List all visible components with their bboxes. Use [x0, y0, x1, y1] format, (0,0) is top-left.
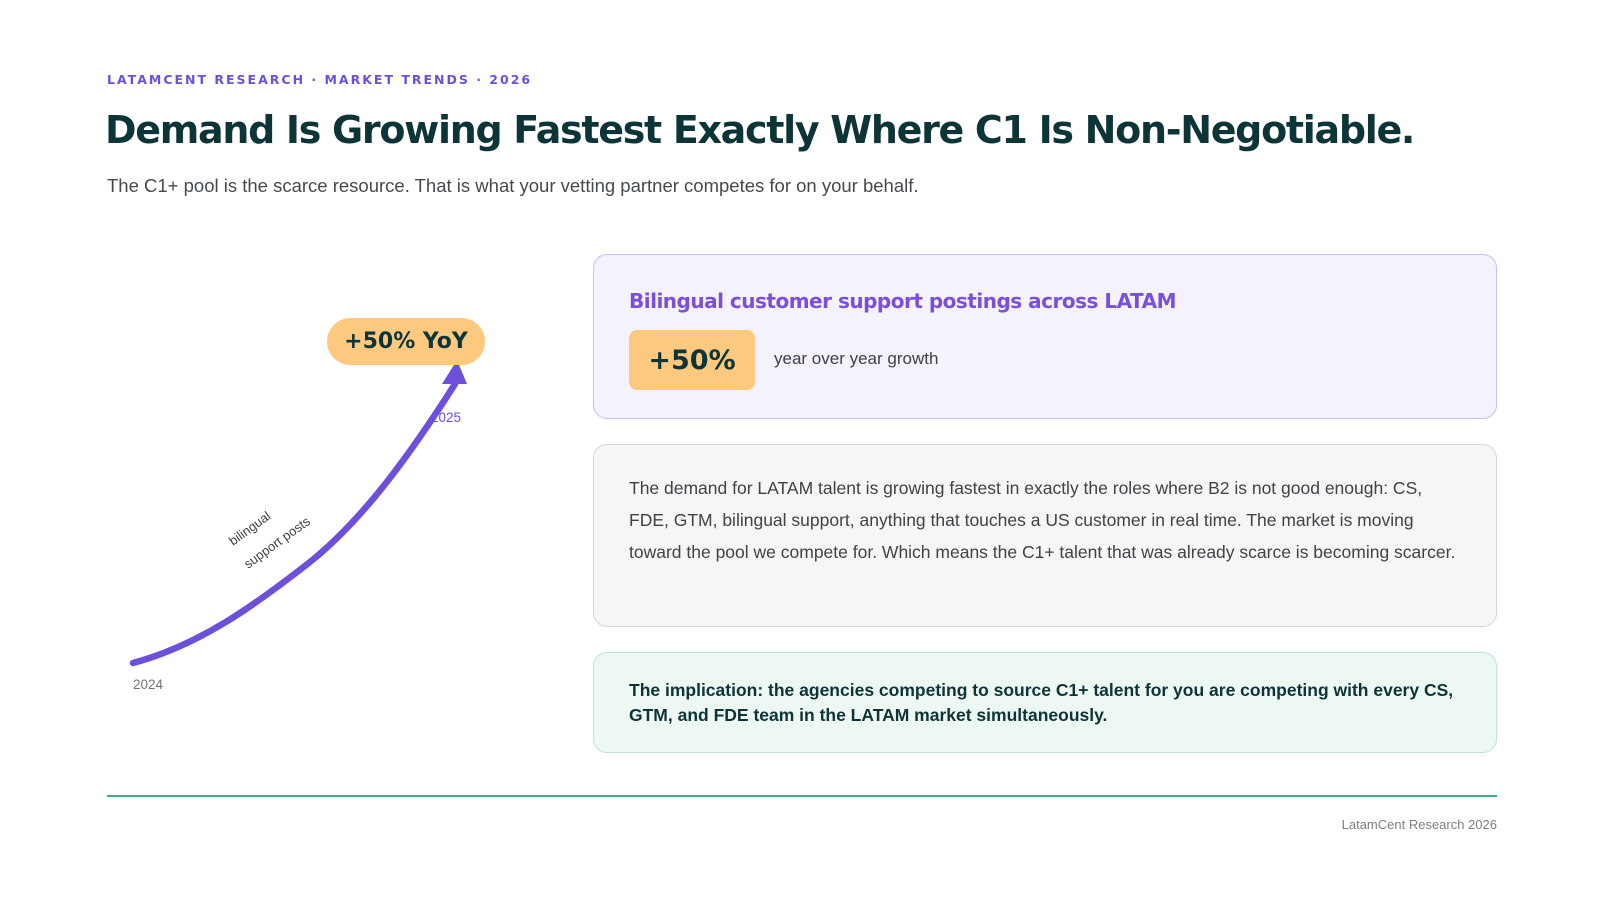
footer-credit: LatamCent Research 2026: [1341, 817, 1497, 832]
stat-caption: year over year growth: [774, 349, 939, 368]
footer-divider: [107, 795, 1497, 797]
explanation-card: The demand for LATAM talent is growing f…: [593, 444, 1497, 627]
x-label-2024: 2024: [133, 677, 164, 692]
yoy-growth-pill: +50% YoY: [327, 318, 485, 365]
x-label-2025: 2025: [431, 410, 461, 425]
growth-arrowhead: [442, 360, 467, 384]
page-title: Demand Is Growing Fastest Exactly Where …: [105, 108, 1415, 152]
explanation-text: The demand for LATAM talent is growing f…: [629, 478, 1456, 562]
implication-card: The implication: the agencies competing …: [593, 652, 1497, 753]
eyebrow-label: LATAMCENT RESEARCH · MARKET TRENDS · 202…: [107, 72, 533, 87]
stat-value-badge: +50%: [629, 330, 755, 390]
page-subtitle: The C1+ pool is the scarce resource. Tha…: [107, 175, 919, 196]
stat-card: Bilingual customer support postings acro…: [593, 254, 1497, 419]
implication-text: The implication: the agencies competing …: [629, 680, 1454, 725]
growth-chart-svg: bilingual support posts 2024 2025: [129, 360, 467, 692]
stat-card-title: Bilingual customer support postings acro…: [629, 289, 1177, 313]
growth-series-line: [129, 380, 459, 667]
growth-chart: bilingual support posts 2024 2025 +50% Y…: [105, 300, 525, 700]
